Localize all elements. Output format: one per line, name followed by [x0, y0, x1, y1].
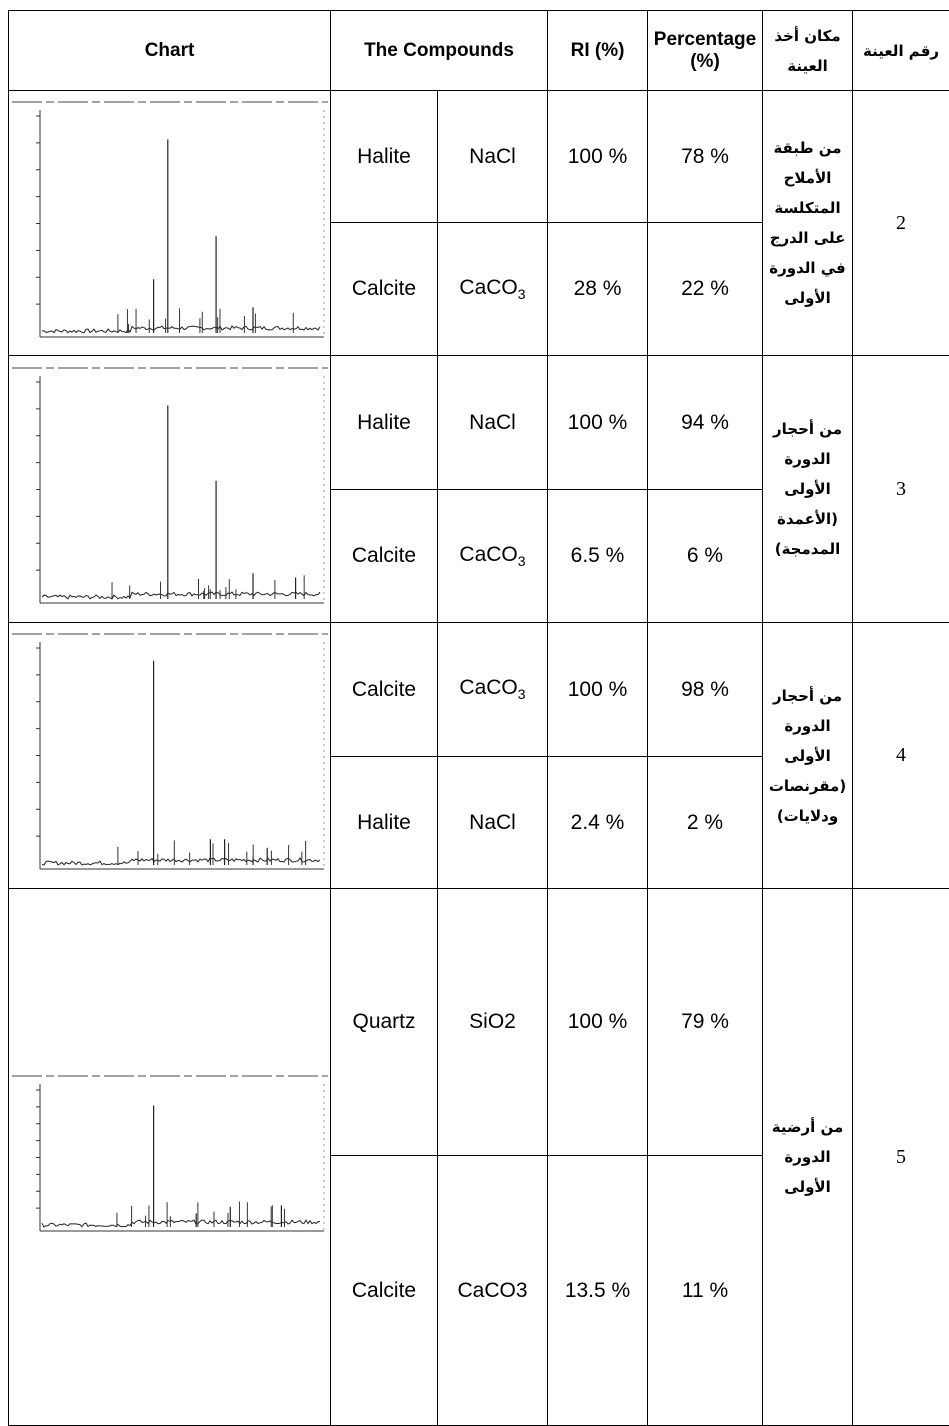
- formula-subscript: 3: [518, 553, 526, 569]
- chart-cell: [9, 623, 331, 889]
- chart-cell: [9, 889, 331, 1426]
- percentage-value: 2 %: [648, 757, 763, 889]
- chart-cell: [9, 356, 331, 623]
- ri-value: 100 %: [548, 623, 648, 757]
- percentage-value: 79 %: [648, 889, 763, 1156]
- sample-number: 3: [853, 356, 949, 623]
- results-table: Chart The Compounds RI (%) Percentage (%…: [8, 10, 949, 1426]
- diffractogram: [42, 1220, 320, 1227]
- header-cell: Percentage (%): [648, 11, 763, 91]
- header-row: Chart The Compounds RI (%) Percentage (%…: [9, 11, 949, 91]
- formula-text: CaCO: [459, 676, 517, 699]
- percentage-value: 78 %: [648, 91, 763, 223]
- percentage-value: 11 %: [648, 1156, 763, 1426]
- compound-name: Halite: [331, 91, 438, 223]
- compound-formula: CaCO3: [438, 223, 548, 356]
- compound-name: Calcite: [331, 490, 438, 623]
- ri-value: 6.5 %: [548, 490, 648, 623]
- formula-text: CaCO3: [457, 1279, 527, 1302]
- compound-name: Calcite: [331, 1156, 438, 1426]
- xrd-chart: [12, 1070, 328, 1245]
- sample-location: من طبقة الأملاح المتكلسة على الدرج في ال…: [763, 91, 853, 356]
- diffractogram: [42, 326, 320, 333]
- sample-number: 2: [853, 91, 949, 356]
- ri-value: 100 %: [548, 91, 648, 223]
- header-cell: RI (%): [548, 11, 648, 91]
- ri-value: 28 %: [548, 223, 648, 356]
- compound-formula: SiO2: [438, 889, 548, 1156]
- formula-subscript: 3: [518, 687, 526, 703]
- ri-value: 100 %: [548, 356, 648, 490]
- diffractogram: [42, 592, 320, 599]
- sample-number: 5: [853, 889, 949, 1426]
- ri-value: 13.5 %: [548, 1156, 648, 1426]
- page: Chart The Compounds RI (%) Percentage (%…: [0, 0, 949, 1426]
- formula-text: NaCl: [469, 811, 516, 834]
- diffractogram: [42, 858, 320, 865]
- formula-text: SiO2: [469, 1010, 516, 1033]
- compound-formula: CaCO3: [438, 623, 548, 757]
- compound-formula: NaCl: [438, 91, 548, 223]
- ri-value: 2.4 %: [548, 757, 648, 889]
- sample-location: من أرضية الدورة الأولى: [763, 889, 853, 1426]
- compound-name: Calcite: [331, 223, 438, 356]
- sample-location: من أحجار الدورة الأولى (الأعمدة المدمجة): [763, 356, 853, 623]
- compound-name: Quartz: [331, 889, 438, 1156]
- xrd-chart: [12, 362, 328, 617]
- header-cell: رقم العينة: [853, 11, 949, 91]
- compound-formula: NaCl: [438, 757, 548, 889]
- compound-formula: NaCl: [438, 356, 548, 490]
- compound-name: Halite: [331, 757, 438, 889]
- percentage-value: 98 %: [648, 623, 763, 757]
- formula-subscript: 3: [518, 286, 526, 302]
- formula-text: NaCl: [469, 411, 516, 434]
- percentage-value: 22 %: [648, 223, 763, 356]
- header-cell: مكان أخذ العينة: [763, 11, 853, 91]
- header-cell: The Compounds: [331, 11, 548, 91]
- percentage-value: 94 %: [648, 356, 763, 490]
- formula-text: NaCl: [469, 145, 516, 168]
- ri-value: 100 %: [548, 889, 648, 1156]
- sample-number: 4: [853, 623, 949, 889]
- sample-location: من أحجار الدورة الأولى (مقرنصات ودلايات): [763, 623, 853, 889]
- formula-text: CaCO: [459, 543, 517, 566]
- header-cell: Chart: [9, 11, 331, 91]
- xrd-chart: [12, 96, 328, 351]
- formula-text: CaCO: [459, 276, 517, 299]
- compound-name: Calcite: [331, 623, 438, 757]
- compound-formula: CaCO3: [438, 490, 548, 623]
- chart-cell: [9, 91, 331, 356]
- xrd-chart: [12, 628, 328, 883]
- compound-name: Halite: [331, 356, 438, 490]
- percentage-value: 6 %: [648, 490, 763, 623]
- compound-formula: CaCO3: [438, 1156, 548, 1426]
